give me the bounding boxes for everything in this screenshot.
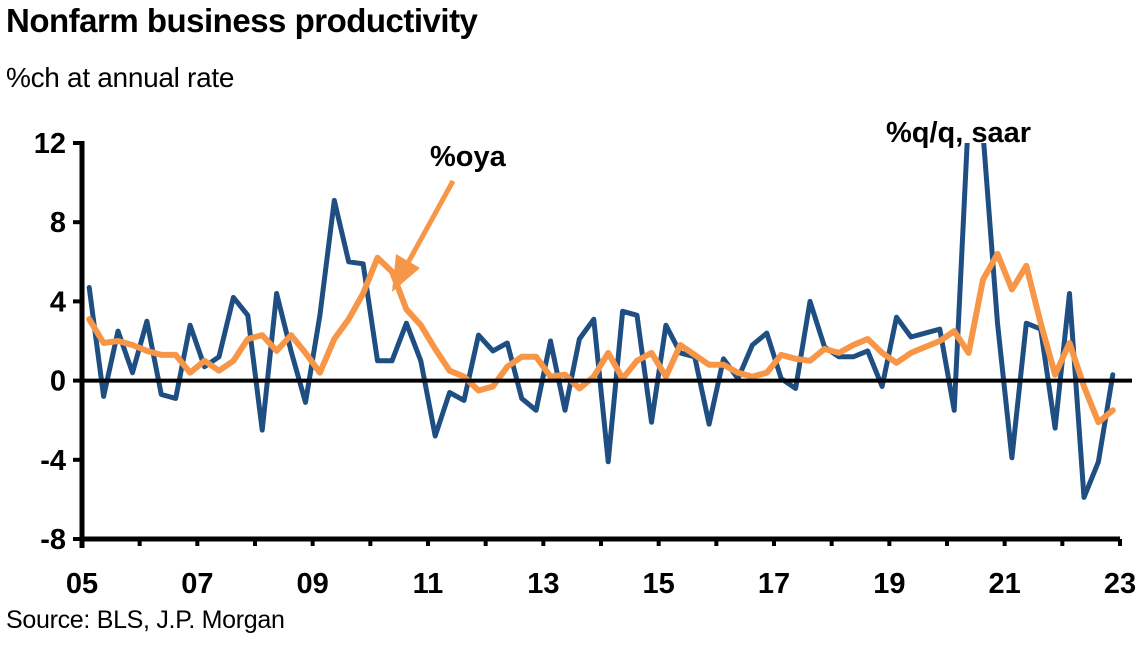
series-line-oya [86,250,1116,426]
x-tick-label: 23 [1104,568,1136,600]
y-tick-label: 12 [34,128,66,160]
y-tick-label: -4 [40,445,66,477]
y-tick-label: 8 [50,207,66,239]
source-note: Source: BLS, J.P. Morgan [6,606,285,634]
chart-title: Nonfarm business productivity [6,2,478,39]
x-tick-label: 19 [873,568,905,600]
x-tick-label: 17 [758,568,790,600]
x-tick-label: 13 [527,568,559,600]
annotation-qq-saar: %q/q, saar [886,117,1031,149]
y-tick-label: -8 [40,524,66,556]
chart-subtitle: %ch at annual rate [6,62,235,93]
y-tick-label: 4 [50,286,66,318]
annotation-oya: %oya [430,141,507,173]
x-tick-label: 09 [297,568,329,600]
y-tick-label: 0 [50,366,66,398]
x-tick-label: 07 [181,568,213,600]
x-tick-label: 21 [989,568,1021,600]
x-tick-label: 11 [413,568,444,600]
x-tick-label: 15 [643,568,675,600]
x-tick-label: 05 [66,568,98,600]
annotation-arrow [392,179,456,292]
series-line-qq-saar [86,143,1116,500]
